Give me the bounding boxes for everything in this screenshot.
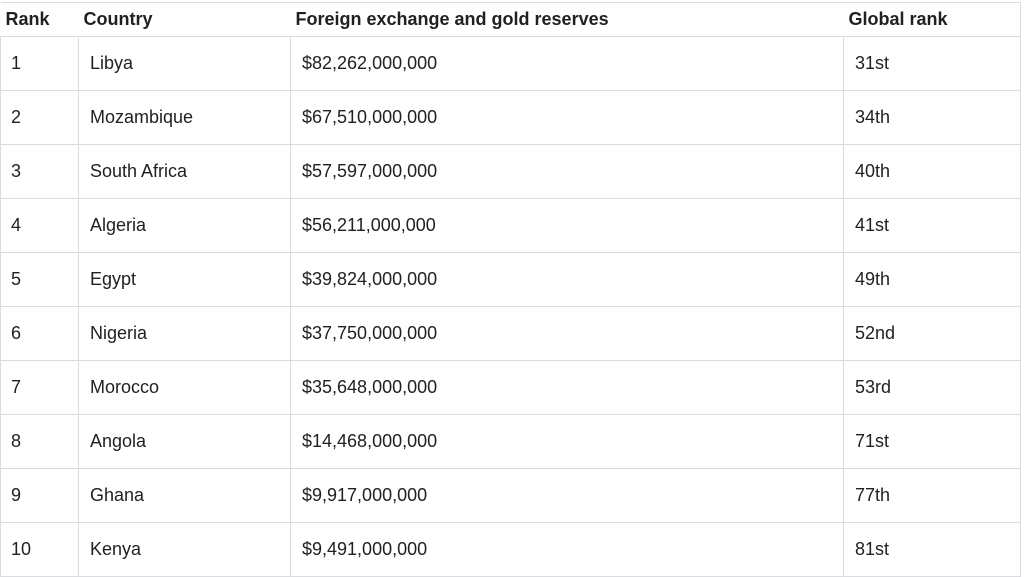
country-cell: South Africa [78,144,291,199]
reserves-cell: $35,648,000,000 [290,360,844,415]
column-header-rank: Rank [0,2,79,37]
table-header: Rank Country Foreign exchange and gold r… [0,2,1021,37]
column-header-country: Country [78,2,291,37]
table-row: 2 Mozambique $67,510,000,000 34th [0,90,1021,145]
reserves-cell: $14,468,000,000 [290,414,844,469]
rank-cell: 1 [0,36,79,91]
table-row: 1 Libya $82,262,000,000 31st [0,36,1021,91]
table-row: 4 Algeria $56,211,000,000 41st [0,198,1021,253]
column-header-global-rank: Global rank [843,2,1021,37]
rank-cell: 10 [0,522,79,577]
global-rank-cell: 81st [843,522,1021,577]
country-cell: Kenya [78,522,291,577]
global-rank-cell: 52nd [843,306,1021,361]
country-cell: Libya [78,36,291,91]
global-rank-cell: 41st [843,198,1021,253]
table-row: 6 Nigeria $37,750,000,000 52nd [0,306,1021,361]
reserves-cell: $67,510,000,000 [290,90,844,145]
reserves-cell: $82,262,000,000 [290,36,844,91]
rank-cell: 4 [0,198,79,253]
country-cell: Mozambique [78,90,291,145]
country-cell: Morocco [78,360,291,415]
country-cell: Algeria [78,198,291,253]
country-cell: Ghana [78,468,291,523]
global-rank-cell: 71st [843,414,1021,469]
reserves-cell: $39,824,000,000 [290,252,844,307]
table-row: 9 Ghana $9,917,000,000 77th [0,468,1021,523]
global-rank-cell: 77th [843,468,1021,523]
rank-cell: 6 [0,306,79,361]
reserves-cell: $37,750,000,000 [290,306,844,361]
rank-cell: 2 [0,90,79,145]
rank-cell: 7 [0,360,79,415]
table-row: 8 Angola $14,468,000,000 71st [0,414,1021,469]
country-cell: Angola [78,414,291,469]
country-cell: Egypt [78,252,291,307]
global-rank-cell: 49th [843,252,1021,307]
reserves-cell: $9,917,000,000 [290,468,844,523]
global-rank-cell: 34th [843,90,1021,145]
rank-cell: 8 [0,414,79,469]
global-rank-cell: 31st [843,36,1021,91]
reserves-cell: $56,211,000,000 [290,198,844,253]
country-cell: Nigeria [78,306,291,361]
reserves-cell: $9,491,000,000 [290,522,844,577]
table-row: 3 South Africa $57,597,000,000 40th [0,144,1021,199]
reserves-cell: $57,597,000,000 [290,144,844,199]
table-body: 1 Libya $82,262,000,000 31st 2 Mozambiqu… [0,36,1021,577]
global-rank-cell: 40th [843,144,1021,199]
rank-cell: 3 [0,144,79,199]
header-row: Rank Country Foreign exchange and gold r… [0,2,1021,37]
rank-cell: 9 [0,468,79,523]
table-row: 5 Egypt $39,824,000,000 49th [0,252,1021,307]
column-header-reserves: Foreign exchange and gold reserves [290,2,844,37]
rank-cell: 5 [0,252,79,307]
table-row: 10 Kenya $9,491,000,000 81st [0,522,1021,577]
global-rank-cell: 53rd [843,360,1021,415]
table-row: 7 Morocco $35,648,000,000 53rd [0,360,1021,415]
